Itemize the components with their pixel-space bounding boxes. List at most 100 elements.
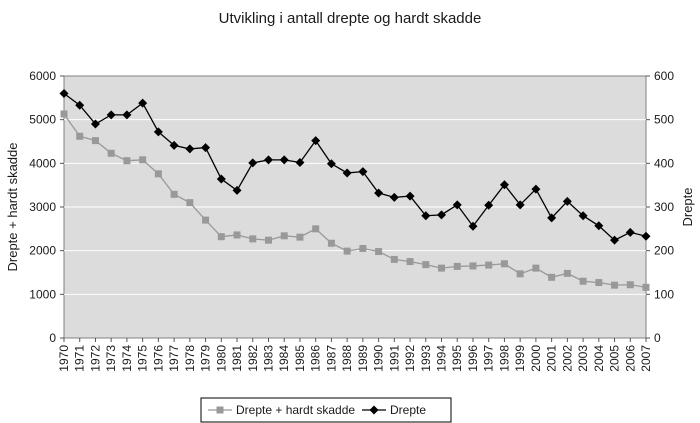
x-tick-label: 1982 (246, 345, 260, 372)
data-point (280, 232, 288, 240)
data-point (186, 199, 194, 207)
x-tick-label: 1971 (73, 345, 87, 372)
gridlines (64, 119, 646, 295)
y-right-tick-label: 100 (654, 287, 674, 301)
data-point (75, 100, 85, 110)
x-tick-label: 1976 (151, 345, 165, 372)
data-point (389, 192, 399, 202)
chart-title: Utvikling i antall drepte og hardt skadd… (219, 10, 482, 27)
x-tick-label: 1970 (57, 345, 71, 372)
series-layer (59, 88, 651, 291)
data-point (296, 233, 304, 241)
y-left-tick-label: 5000 (29, 113, 56, 127)
legend-box (200, 397, 452, 423)
data-point (500, 260, 508, 268)
data-point (369, 405, 379, 415)
data-point (60, 110, 68, 118)
data-point (499, 180, 509, 190)
data-point (390, 255, 398, 263)
x-tick-label: 1974 (120, 345, 134, 372)
x-tick-label: 1998 (497, 345, 511, 372)
y-right-tick-label: 600 (654, 69, 674, 83)
data-point (563, 269, 571, 277)
y-left-tick-label: 4000 (29, 156, 56, 170)
x-tick-label: 1972 (88, 345, 102, 372)
data-point (327, 239, 335, 247)
x-tick-label: 1994 (435, 345, 449, 372)
data-point (484, 200, 494, 210)
x-tick-label: 2002 (560, 345, 574, 372)
x-tick-label: 2005 (608, 345, 622, 372)
data-point (610, 235, 620, 245)
x-tick-label: 1980 (214, 345, 228, 372)
y-right-tick-label: 300 (654, 200, 674, 214)
x-tick-label: 1996 (466, 345, 480, 372)
x-tick-label: 1995 (450, 345, 464, 372)
y-left-tick-label: 6000 (29, 69, 56, 83)
data-point (422, 261, 430, 269)
data-point (406, 258, 414, 266)
data-point (279, 155, 289, 165)
x-tick-label: 1989 (356, 345, 370, 372)
data-point (123, 157, 131, 165)
legend: Drepte + hardt skadde Drepte (200, 397, 452, 423)
data-point (595, 279, 603, 287)
data-point (312, 225, 320, 233)
data-point (405, 191, 415, 201)
data-point (76, 132, 84, 140)
y-axis-right-title: Drepte (680, 187, 695, 226)
legend-label: Drepte + hardt skadde (236, 403, 355, 417)
data-point (579, 277, 587, 285)
x-tick-label: 1997 (482, 345, 496, 372)
legend-item: Drepte (362, 403, 426, 417)
data-point (326, 159, 336, 169)
x-tick-label: 1992 (403, 345, 417, 372)
data-point (106, 110, 116, 120)
data-point (547, 213, 557, 223)
data-point (468, 221, 478, 231)
data-point (154, 170, 162, 178)
x-tick-label: 2004 (592, 345, 606, 372)
data-point (359, 244, 367, 252)
data-point (516, 270, 524, 278)
data-point (153, 127, 163, 137)
data-point (358, 167, 368, 177)
data-point (233, 231, 241, 239)
data-point (562, 196, 572, 206)
data-point (311, 136, 321, 146)
data-point (201, 143, 211, 153)
series-1 (60, 110, 650, 291)
x-tick-label: 2006 (623, 345, 637, 372)
legend-label: Drepte (390, 403, 426, 417)
x-tick-label: 2007 (639, 345, 653, 372)
series-line (63, 92, 647, 241)
data-point (437, 210, 447, 220)
x-tick-label: 1981 (230, 345, 244, 372)
data-point (342, 168, 352, 178)
x-tick-label: 2003 (576, 345, 590, 372)
x-tick-label: 1973 (104, 345, 118, 372)
data-point (263, 155, 273, 165)
axes: 0 1000 2000 3000 4000 5000 6000 0 100 200 300 400 50… (29, 69, 674, 372)
x-tick-label: 1984 (277, 345, 291, 372)
data-point (107, 149, 115, 157)
x-tick-label: 1978 (183, 345, 197, 372)
data-point (139, 156, 147, 164)
series-2 (59, 88, 651, 245)
data-point (626, 281, 634, 289)
y-right-tick-label: 400 (654, 156, 674, 170)
data-point (216, 174, 226, 184)
data-point (452, 200, 462, 210)
data-point (59, 88, 69, 98)
legend-item: Drepte + hardt skadde (208, 403, 355, 417)
data-point (138, 98, 148, 108)
data-point (264, 236, 272, 244)
data-point (625, 227, 635, 237)
data-point (453, 262, 461, 270)
data-point (375, 248, 383, 256)
data-point (421, 211, 431, 221)
x-tick-label: 1999 (513, 345, 527, 372)
data-point (611, 281, 619, 289)
y-right-tick-label: 0 (654, 331, 661, 345)
